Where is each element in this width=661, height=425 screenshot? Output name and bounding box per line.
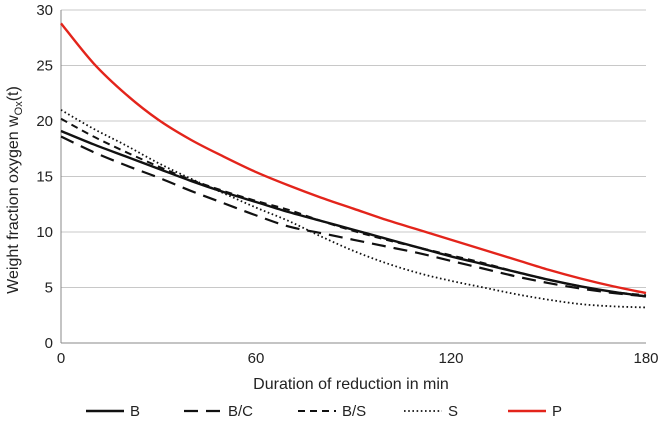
x-tick-label: 60 <box>248 350 265 367</box>
legend-label-s: S <box>448 403 458 420</box>
series-line-b-s <box>60 117 647 297</box>
legend: B B/C B/S S P <box>86 403 562 420</box>
y-tick-label: 25 <box>36 58 53 75</box>
y-tick-label: 0 <box>45 335 53 352</box>
y-tick-label: 5 <box>45 280 53 297</box>
x-axis-title: Duration of reduction in min <box>253 376 449 393</box>
legend-label-b-s: B/S <box>342 403 366 420</box>
series-line-b-c <box>60 135 647 298</box>
legend-label-b: B <box>130 403 140 420</box>
y-tick-label: 15 <box>36 169 53 186</box>
gridlines <box>61 9 646 288</box>
y-tick-label: 10 <box>36 224 53 241</box>
x-tick-label: 0 <box>57 350 65 367</box>
legend-label-b-c: B/C <box>228 403 253 420</box>
series-lines <box>60 22 647 309</box>
y-tick-labels: 0 5 10 15 20 25 30 <box>36 2 53 352</box>
x-tick-label: 180 <box>633 350 658 367</box>
y-axis-title-sub: Ox <box>13 101 25 116</box>
series-line-b <box>60 129 647 298</box>
x-tick-label: 120 <box>438 350 463 367</box>
series-line-p <box>60 22 647 295</box>
series-line-s <box>60 109 647 309</box>
legend-label-p: P <box>552 403 562 420</box>
y-tick-label: 30 <box>36 2 53 19</box>
x-tick-labels: 0 60 120 180 <box>57 350 659 367</box>
y-axis-title: Weight fraction oxygen wOx(t) <box>5 86 25 294</box>
y-axis-title-suffix: (t) <box>5 86 22 101</box>
y-tick-label: 20 <box>36 113 53 130</box>
y-axis-title-main: Weight fraction oxygen w <box>5 115 22 294</box>
axes <box>60 10 646 344</box>
